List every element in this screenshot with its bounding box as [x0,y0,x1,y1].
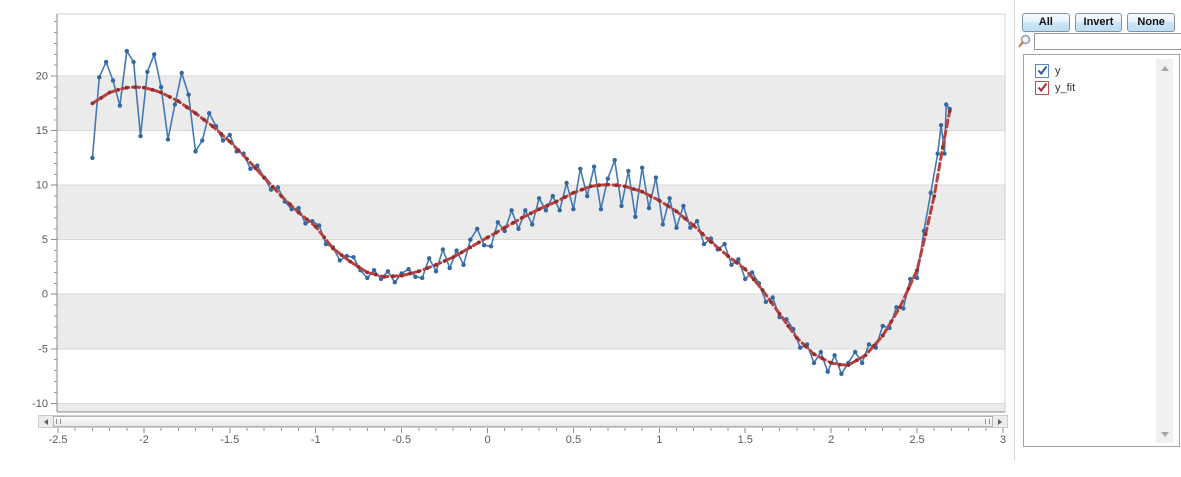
scroll-up-button[interactable] [1156,61,1173,75]
svg-text:2.5: 2.5 [909,434,924,446]
svg-text:-5: -5 [38,343,48,355]
scroll-up-icon [1160,65,1169,71]
series-listbox[interactable]: y y_fit [1023,54,1180,447]
list-vertical-scrollbar[interactable] [1156,59,1173,443]
svg-text:20: 20 [36,71,48,83]
svg-text:0: 0 [42,289,48,301]
gridlines [57,75,1005,404]
y-fit-series-checkbox[interactable] [1035,81,1049,95]
svg-text:10: 10 [36,180,48,192]
svg-text:-1.5: -1.5 [220,434,239,446]
series-selector-panel: All Invert None y [1014,0,1181,460]
svg-text:5: 5 [42,234,48,246]
search-icon [1018,34,1031,47]
checkmark-icon [1037,65,1048,76]
series-list-item-y[interactable]: y [1035,64,1179,78]
selection-buttons-row: All Invert None [1022,13,1176,32]
y-axis: -10 -5 0 5 10 15 20 [32,21,57,410]
select-all-button[interactable]: All [1022,13,1070,32]
plot-border [56,13,1006,413]
scroll-left-icon [44,418,48,425]
svg-text:1: 1 [656,434,662,446]
svg-text:-2: -2 [139,434,149,446]
x-axis: -2.5 -2 -1.5 -1 -0.5 0 0.5 1 1.5 2 2.5 3 [49,428,1006,446]
scrollbar-grip-left[interactable] [56,419,61,424]
svg-text:-10: -10 [32,398,48,410]
series-label-y: y [1055,65,1061,77]
series-label-y-fit: y_fit [1055,82,1076,94]
chart-horizontal-scrollbar[interactable] [38,415,1008,428]
series-search-input[interactable] [1034,32,1181,50]
select-none-button[interactable]: None [1127,13,1176,32]
svg-text:-2.5: -2.5 [49,434,68,446]
svg-text:1.5: 1.5 [738,434,753,446]
invert-selection-button[interactable]: Invert [1074,13,1123,32]
scroll-down-icon [1160,431,1169,437]
svg-text:15: 15 [36,125,48,137]
series-list-item-y-fit[interactable]: y_fit [1035,81,1179,95]
scroll-right-icon [998,418,1002,425]
scroll-left-button[interactable] [39,416,53,427]
svg-text:3: 3 [1000,434,1006,446]
svg-text:0: 0 [484,434,490,446]
scroll-down-button[interactable] [1156,427,1173,441]
svg-text:2: 2 [828,434,834,446]
series-search-row [1017,32,1181,50]
y-series-checkbox[interactable] [1035,64,1049,78]
svg-text:-0.5: -0.5 [392,434,411,446]
series-y_fit [90,85,952,367]
scrollbar-thumb[interactable] [53,416,993,427]
svg-text:-1: -1 [311,434,321,446]
scroll-right-button[interactable] [993,416,1007,427]
svg-text:0.5: 0.5 [566,434,581,446]
scrollbar-grip-right[interactable] [985,419,990,424]
plot-area[interactable] [57,14,1005,412]
checkmark-icon [1037,82,1048,93]
